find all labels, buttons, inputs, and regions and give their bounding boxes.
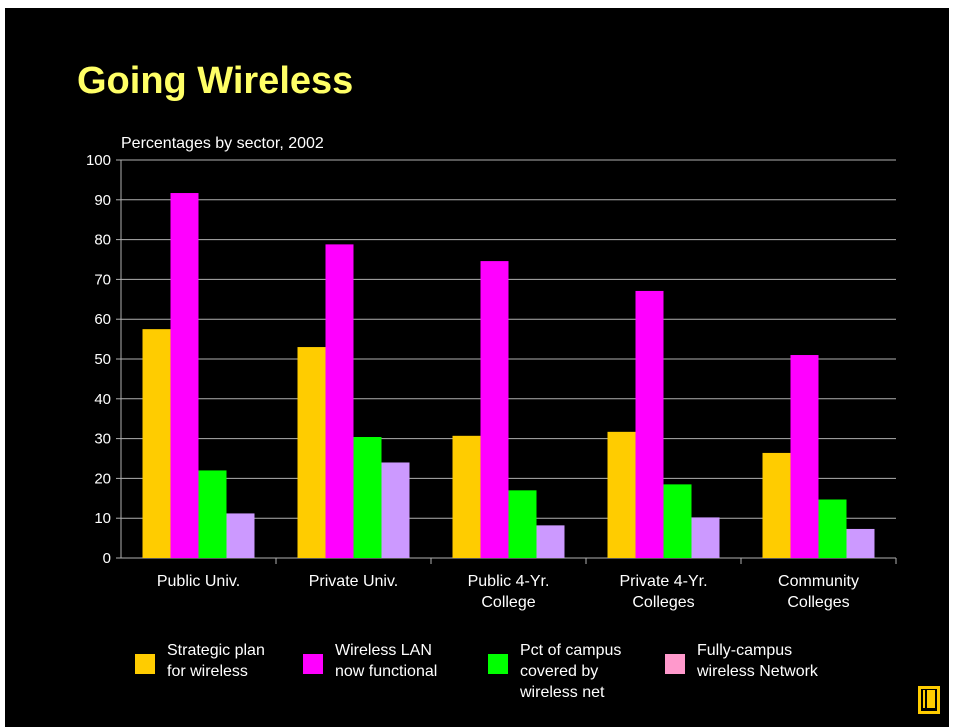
book-logo-icon: [918, 686, 940, 714]
bar: [608, 432, 636, 558]
chart-legend: Strategic plan for wireless Wireless LAN…: [5, 640, 949, 720]
chart-subtitle: Percentages by sector, 2002: [121, 135, 324, 152]
bar: [143, 329, 171, 558]
bar: [453, 436, 481, 558]
bar: [537, 525, 565, 558]
x-tick-label: Public 4-Yr. College: [468, 573, 550, 611]
x-tick-label: Private Univ.: [309, 573, 399, 590]
y-tick-label: 10: [94, 510, 111, 527]
bar: [664, 484, 692, 558]
bar: [382, 462, 410, 558]
bar: [199, 470, 227, 558]
bar: [326, 244, 354, 558]
y-tick-label: 30: [94, 431, 111, 448]
bar: [819, 499, 847, 558]
slide: Going Wireless Percentages by sector, 20…: [5, 8, 949, 727]
legend-label: Wireless LAN now functional: [335, 640, 465, 682]
bar: [227, 513, 255, 558]
bar: [636, 291, 664, 558]
legend-swatch: [135, 654, 155, 674]
bar: [354, 437, 382, 558]
y-tick-label: 60: [94, 311, 111, 328]
y-tick-label: 70: [94, 271, 111, 288]
legend-label: Pct of campus covered by wireless net: [520, 640, 650, 703]
legend-swatch: [303, 654, 323, 674]
legend-swatch: [488, 654, 508, 674]
bar: [692, 517, 720, 558]
bar: [791, 355, 819, 558]
y-tick-label: 100: [86, 152, 111, 169]
bar: [763, 453, 791, 558]
bar: [298, 347, 326, 558]
x-tick-label: Public Univ.: [157, 573, 240, 590]
y-tick-label: 80: [94, 232, 111, 249]
y-tick-label: 90: [94, 192, 111, 209]
y-tick-label: 0: [103, 550, 111, 567]
y-tick-label: 20: [94, 470, 111, 487]
bar: [481, 261, 509, 558]
legend-swatch: [665, 654, 685, 674]
bar-chart: Percentages by sector, 2002 0 10 20 30 40 50 60…: [5, 8, 949, 648]
bar: [171, 193, 199, 558]
bar: [847, 529, 875, 558]
bar: [509, 490, 537, 558]
legend-label: Fully-campus wireless Network: [697, 640, 827, 682]
x-tick-label: Community Colleges: [778, 573, 859, 611]
y-tick-label: 40: [94, 391, 111, 408]
legend-label: Strategic plan for wireless: [167, 640, 297, 682]
y-tick-label: 50: [94, 351, 111, 368]
x-tick-label: Private 4-Yr. Colleges: [619, 573, 707, 611]
